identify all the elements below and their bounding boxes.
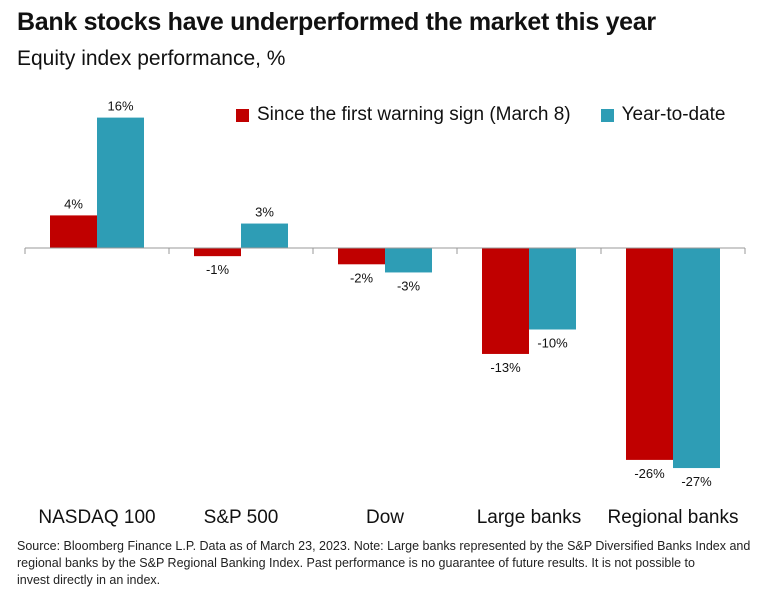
bar-ytd-2 [385, 248, 432, 273]
source-line-1: Source: Bloomberg Finance L.P. Data as o… [17, 539, 751, 553]
bar-march8-4 [626, 248, 673, 460]
data-label-ytd-0: 16% [107, 99, 133, 114]
legend-item-ytd: Year-to-date [600, 104, 726, 126]
chart-title: Bank stocks have underperformed the mark… [17, 8, 656, 36]
legend-swatch-ytd [600, 108, 614, 122]
legend-item-march8: Since the first warning sign (March 8) [236, 104, 571, 126]
chart-subtitle: Equity index performance, % [17, 47, 286, 70]
category-label-4: Regional banks [608, 507, 739, 528]
bar-march8-1 [194, 248, 241, 257]
bar-march8-3 [482, 248, 529, 354]
source-note: Source: Bloomberg Finance L.P. Data as o… [17, 538, 757, 589]
data-label-march8-3: -13% [490, 360, 521, 375]
data-label-march8-0: 4% [64, 196, 83, 211]
bar-ytd-4 [673, 248, 720, 469]
source-line-3: invest directly in an index. [17, 573, 161, 587]
legend-swatch-march8 [236, 108, 249, 122]
data-label-march8-2: -2% [350, 270, 374, 285]
data-label-ytd-2: -3% [397, 278, 421, 293]
bar-ytd-0 [97, 117, 144, 248]
data-label-march8-4: -26% [634, 466, 665, 481]
category-label-0: NASDAQ 100 [38, 507, 155, 528]
data-label-march8-1: -1% [206, 262, 230, 277]
category-label-1: S&P 500 [204, 507, 279, 528]
bar-march8-0 [50, 215, 97, 248]
category-label-2: Dow [366, 507, 404, 528]
bar-ytd-1 [241, 223, 288, 248]
bar-ytd-3 [529, 248, 576, 330]
data-label-ytd-1: 3% [255, 205, 274, 220]
category-label-3: Large banks [477, 507, 582, 528]
bar-march8-2 [338, 248, 385, 265]
source-line-2: regional banks by the S&P Regional Banki… [17, 556, 695, 570]
data-label-ytd-3: -10% [537, 336, 568, 351]
legend-label-ytd: Year-to-date [621, 104, 726, 125]
data-label-ytd-4: -27% [681, 474, 712, 489]
legend-label-march8: Since the first warning sign (March 8) [257, 104, 571, 125]
legend: Since the first warning sign (March 8) Y… [236, 104, 726, 126]
